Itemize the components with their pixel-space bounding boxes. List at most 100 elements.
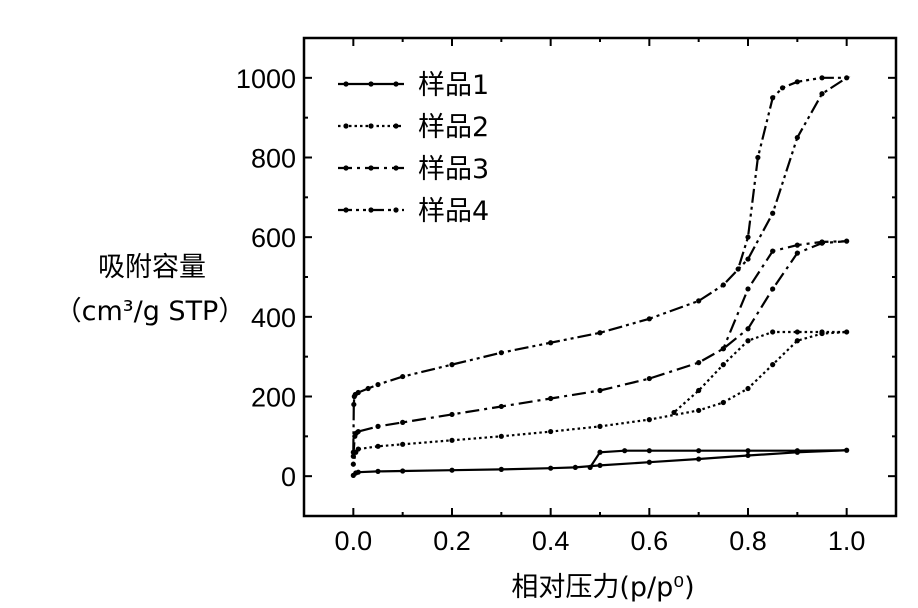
data-point xyxy=(356,470,361,475)
data-point xyxy=(844,329,849,334)
data-point xyxy=(745,386,750,391)
data-point xyxy=(351,402,356,407)
legend-label-3: 样品3 xyxy=(418,154,489,185)
data-point xyxy=(597,424,602,429)
y-tick-label: 0 xyxy=(281,462,296,492)
x-tick-label: 0.0 xyxy=(335,526,373,556)
data-point xyxy=(696,298,701,303)
data-point xyxy=(449,412,454,417)
data-point xyxy=(499,434,504,439)
data-point xyxy=(736,266,741,271)
axis-ticks: 0.00.20.40.60.81.002004006008001000 xyxy=(236,38,896,556)
data-point xyxy=(400,442,405,447)
data-point xyxy=(745,448,750,453)
data-point xyxy=(647,417,652,422)
data-point xyxy=(356,390,361,395)
legend-marker xyxy=(393,123,398,128)
data-point xyxy=(844,448,849,453)
data-point xyxy=(745,338,750,343)
x-tick-label: 1.0 xyxy=(828,526,866,556)
data-point xyxy=(400,468,405,473)
data-point xyxy=(597,450,602,455)
data-point xyxy=(351,462,356,467)
data-point xyxy=(597,463,602,468)
data-point xyxy=(770,211,775,216)
y-axis-label-line1: 吸附容量 xyxy=(98,252,206,283)
y-tick-label: 600 xyxy=(251,223,296,253)
legend-marker xyxy=(343,81,348,86)
data-point xyxy=(780,85,785,90)
y-tick-label: 200 xyxy=(251,383,296,413)
data-point xyxy=(721,362,726,367)
data-point xyxy=(449,468,454,473)
data-point xyxy=(366,386,371,391)
data-point xyxy=(770,249,775,254)
data-point xyxy=(770,95,775,100)
data-point xyxy=(819,329,824,334)
data-point xyxy=(696,456,701,461)
legend-marker xyxy=(343,123,348,128)
data-point xyxy=(375,382,380,387)
data-point xyxy=(597,388,602,393)
data-point xyxy=(696,408,701,413)
data-point xyxy=(375,424,380,429)
data-point xyxy=(721,282,726,287)
data-point xyxy=(499,467,504,472)
data-point xyxy=(499,350,504,355)
data-point xyxy=(647,460,652,465)
series-line-2 xyxy=(353,332,846,464)
data-point xyxy=(819,91,824,96)
data-point xyxy=(770,329,775,334)
data-point xyxy=(573,465,578,470)
x-tick-label: 0.6 xyxy=(631,526,669,556)
legend-marker xyxy=(393,165,398,170)
data-point xyxy=(795,243,800,248)
data-point xyxy=(696,388,701,393)
data-point xyxy=(721,346,726,351)
data-point xyxy=(795,79,800,84)
data-point xyxy=(770,286,775,291)
data-point xyxy=(499,404,504,409)
data-point xyxy=(400,420,405,425)
data-point xyxy=(548,466,553,471)
data-point xyxy=(795,329,800,334)
data-point xyxy=(647,376,652,381)
legend-marker xyxy=(393,207,398,212)
data-point xyxy=(647,316,652,321)
legend-marker xyxy=(343,207,348,212)
x-tick-label: 0.2 xyxy=(433,526,471,556)
data-point xyxy=(696,360,701,365)
data-point xyxy=(745,286,750,291)
legend: 样品1样品2样品3样品4 xyxy=(338,70,489,227)
data-point xyxy=(795,448,800,453)
legend-marker xyxy=(368,81,373,86)
data-point xyxy=(795,251,800,256)
data-point xyxy=(548,340,553,345)
y-tick-label: 800 xyxy=(251,144,296,174)
data-point xyxy=(449,438,454,443)
data-point xyxy=(696,448,701,453)
legend-label-1: 样品1 xyxy=(418,70,489,101)
legend-label-2: 样品2 xyxy=(418,112,489,143)
data-point xyxy=(745,256,750,261)
series-2 xyxy=(351,329,850,466)
data-point xyxy=(745,235,750,240)
data-point xyxy=(449,362,454,367)
data-point xyxy=(351,450,356,455)
series-1 xyxy=(351,448,850,478)
data-point xyxy=(356,429,361,434)
legend-marker xyxy=(393,81,398,86)
x-tick-label: 0.8 xyxy=(729,526,767,556)
y-tick-label: 400 xyxy=(251,303,296,333)
data-point xyxy=(647,448,652,453)
data-point xyxy=(375,469,380,474)
data-point xyxy=(844,239,849,244)
data-point xyxy=(721,400,726,405)
data-point xyxy=(844,75,849,80)
legend-marker xyxy=(368,123,373,128)
data-point xyxy=(588,465,593,470)
legend-marker xyxy=(368,207,373,212)
data-point xyxy=(745,453,750,458)
y-tick-label: 1000 xyxy=(236,64,296,94)
